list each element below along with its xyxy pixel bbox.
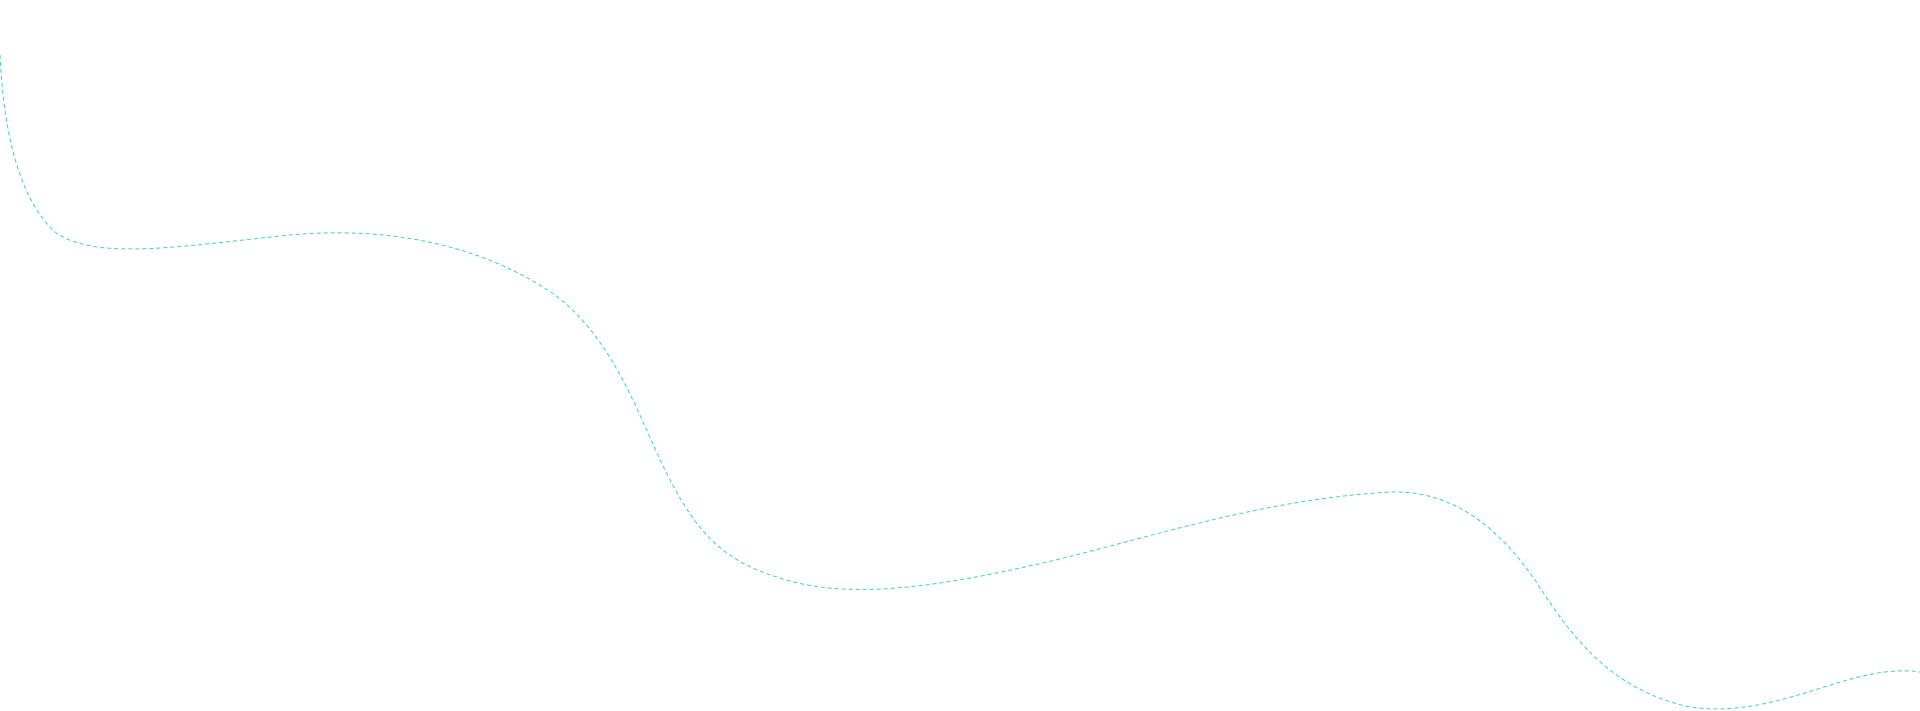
dashed-wave-line xyxy=(0,54,1920,710)
